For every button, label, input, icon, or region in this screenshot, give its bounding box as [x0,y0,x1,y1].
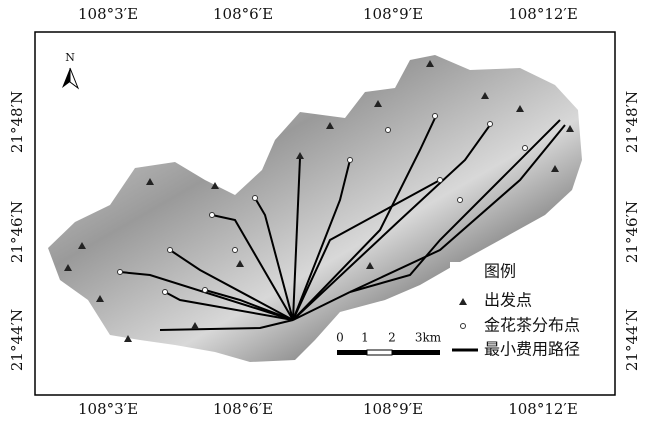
legend-item: 金花茶分布点 [484,316,580,335]
top-label: 108°6′E [213,5,273,23]
top-label: 108°3′E [78,5,138,23]
north-label: N [65,51,75,64]
bottom-label: 108°9′E [363,400,423,418]
legend-title: 图例 [484,262,516,281]
left-label: 21°46′N [8,201,26,263]
map: N 0 1 2 3km 图例 出发点 金花茶分布点 最小费用路径 108°3′E… [0,0,650,423]
right-label: 21°48′N [623,91,641,153]
legend-item: 出发点 [484,291,532,310]
bottom-label: 108°6′E [213,400,273,418]
bottom-label: 108°3′E [78,400,138,418]
scale-label: 0 [336,331,344,345]
scale-label: 3km [415,331,442,345]
right-label: 21°46′N [623,201,641,263]
legend: 图例 出发点 金花茶分布点 最小费用路径 [450,262,610,368]
legend-item: 最小费用路径 [484,340,580,359]
bottom-label: 108°12′E [508,400,578,418]
scale-label: 2 [388,331,396,345]
top-label: 108°9′E [363,5,423,23]
scale-label: 1 [361,331,369,345]
left-label: 21°48′N [8,91,26,153]
top-label: 108°12′E [508,5,578,23]
left-label: 21°44′N [8,309,26,371]
right-label: 21°44′N [623,309,641,371]
